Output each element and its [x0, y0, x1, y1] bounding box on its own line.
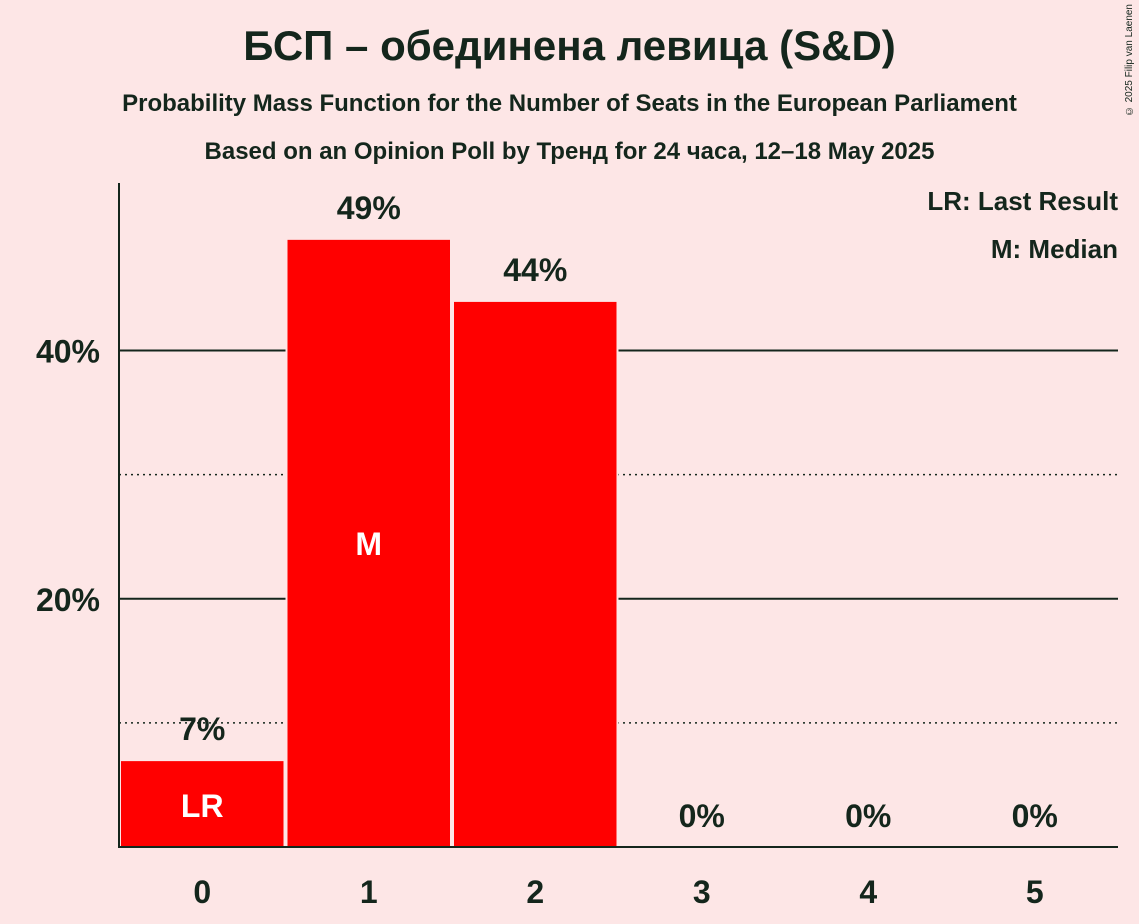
bar-value-label: 0%	[1012, 798, 1058, 834]
legend-median: M: Median	[991, 234, 1118, 264]
x-tick-label: 4	[859, 874, 877, 910]
x-tick-label: 1	[360, 874, 378, 910]
bar-value-label: 0%	[845, 798, 891, 834]
x-tick-label: 5	[1026, 874, 1044, 910]
x-tick-label: 0	[193, 874, 211, 910]
y-tick-label: 40%	[36, 334, 100, 370]
x-tick-label: 2	[526, 874, 544, 910]
value-labels: 7% LR 49% M 44% 0% 0% 0%	[179, 190, 1058, 834]
bar	[452, 299, 619, 848]
bar	[119, 759, 286, 849]
bar-value-label: 0%	[679, 798, 725, 834]
legend-last-result: LR: Last Result	[927, 186, 1118, 216]
chart-subtitle: Probability Mass Function for the Number…	[122, 90, 1017, 117]
y-tick-label: 20%	[36, 582, 100, 618]
axes: 20% 40% 0 1 2 3 4 5	[36, 183, 1118, 910]
bar-value-label: 44%	[503, 252, 567, 288]
bar-value-label: 49%	[337, 190, 401, 226]
chart-source-line: Based on an Opinion Poll by Тренд for 24…	[204, 138, 935, 165]
bars	[119, 237, 619, 849]
bar-value-label: 7%	[179, 711, 225, 747]
last-result-marker: LR	[181, 788, 224, 824]
chart-title: БСП – обединена левица (S&D)	[243, 22, 896, 69]
bar	[285, 237, 452, 848]
median-marker: M	[355, 526, 382, 562]
x-tick-label: 3	[693, 874, 711, 910]
